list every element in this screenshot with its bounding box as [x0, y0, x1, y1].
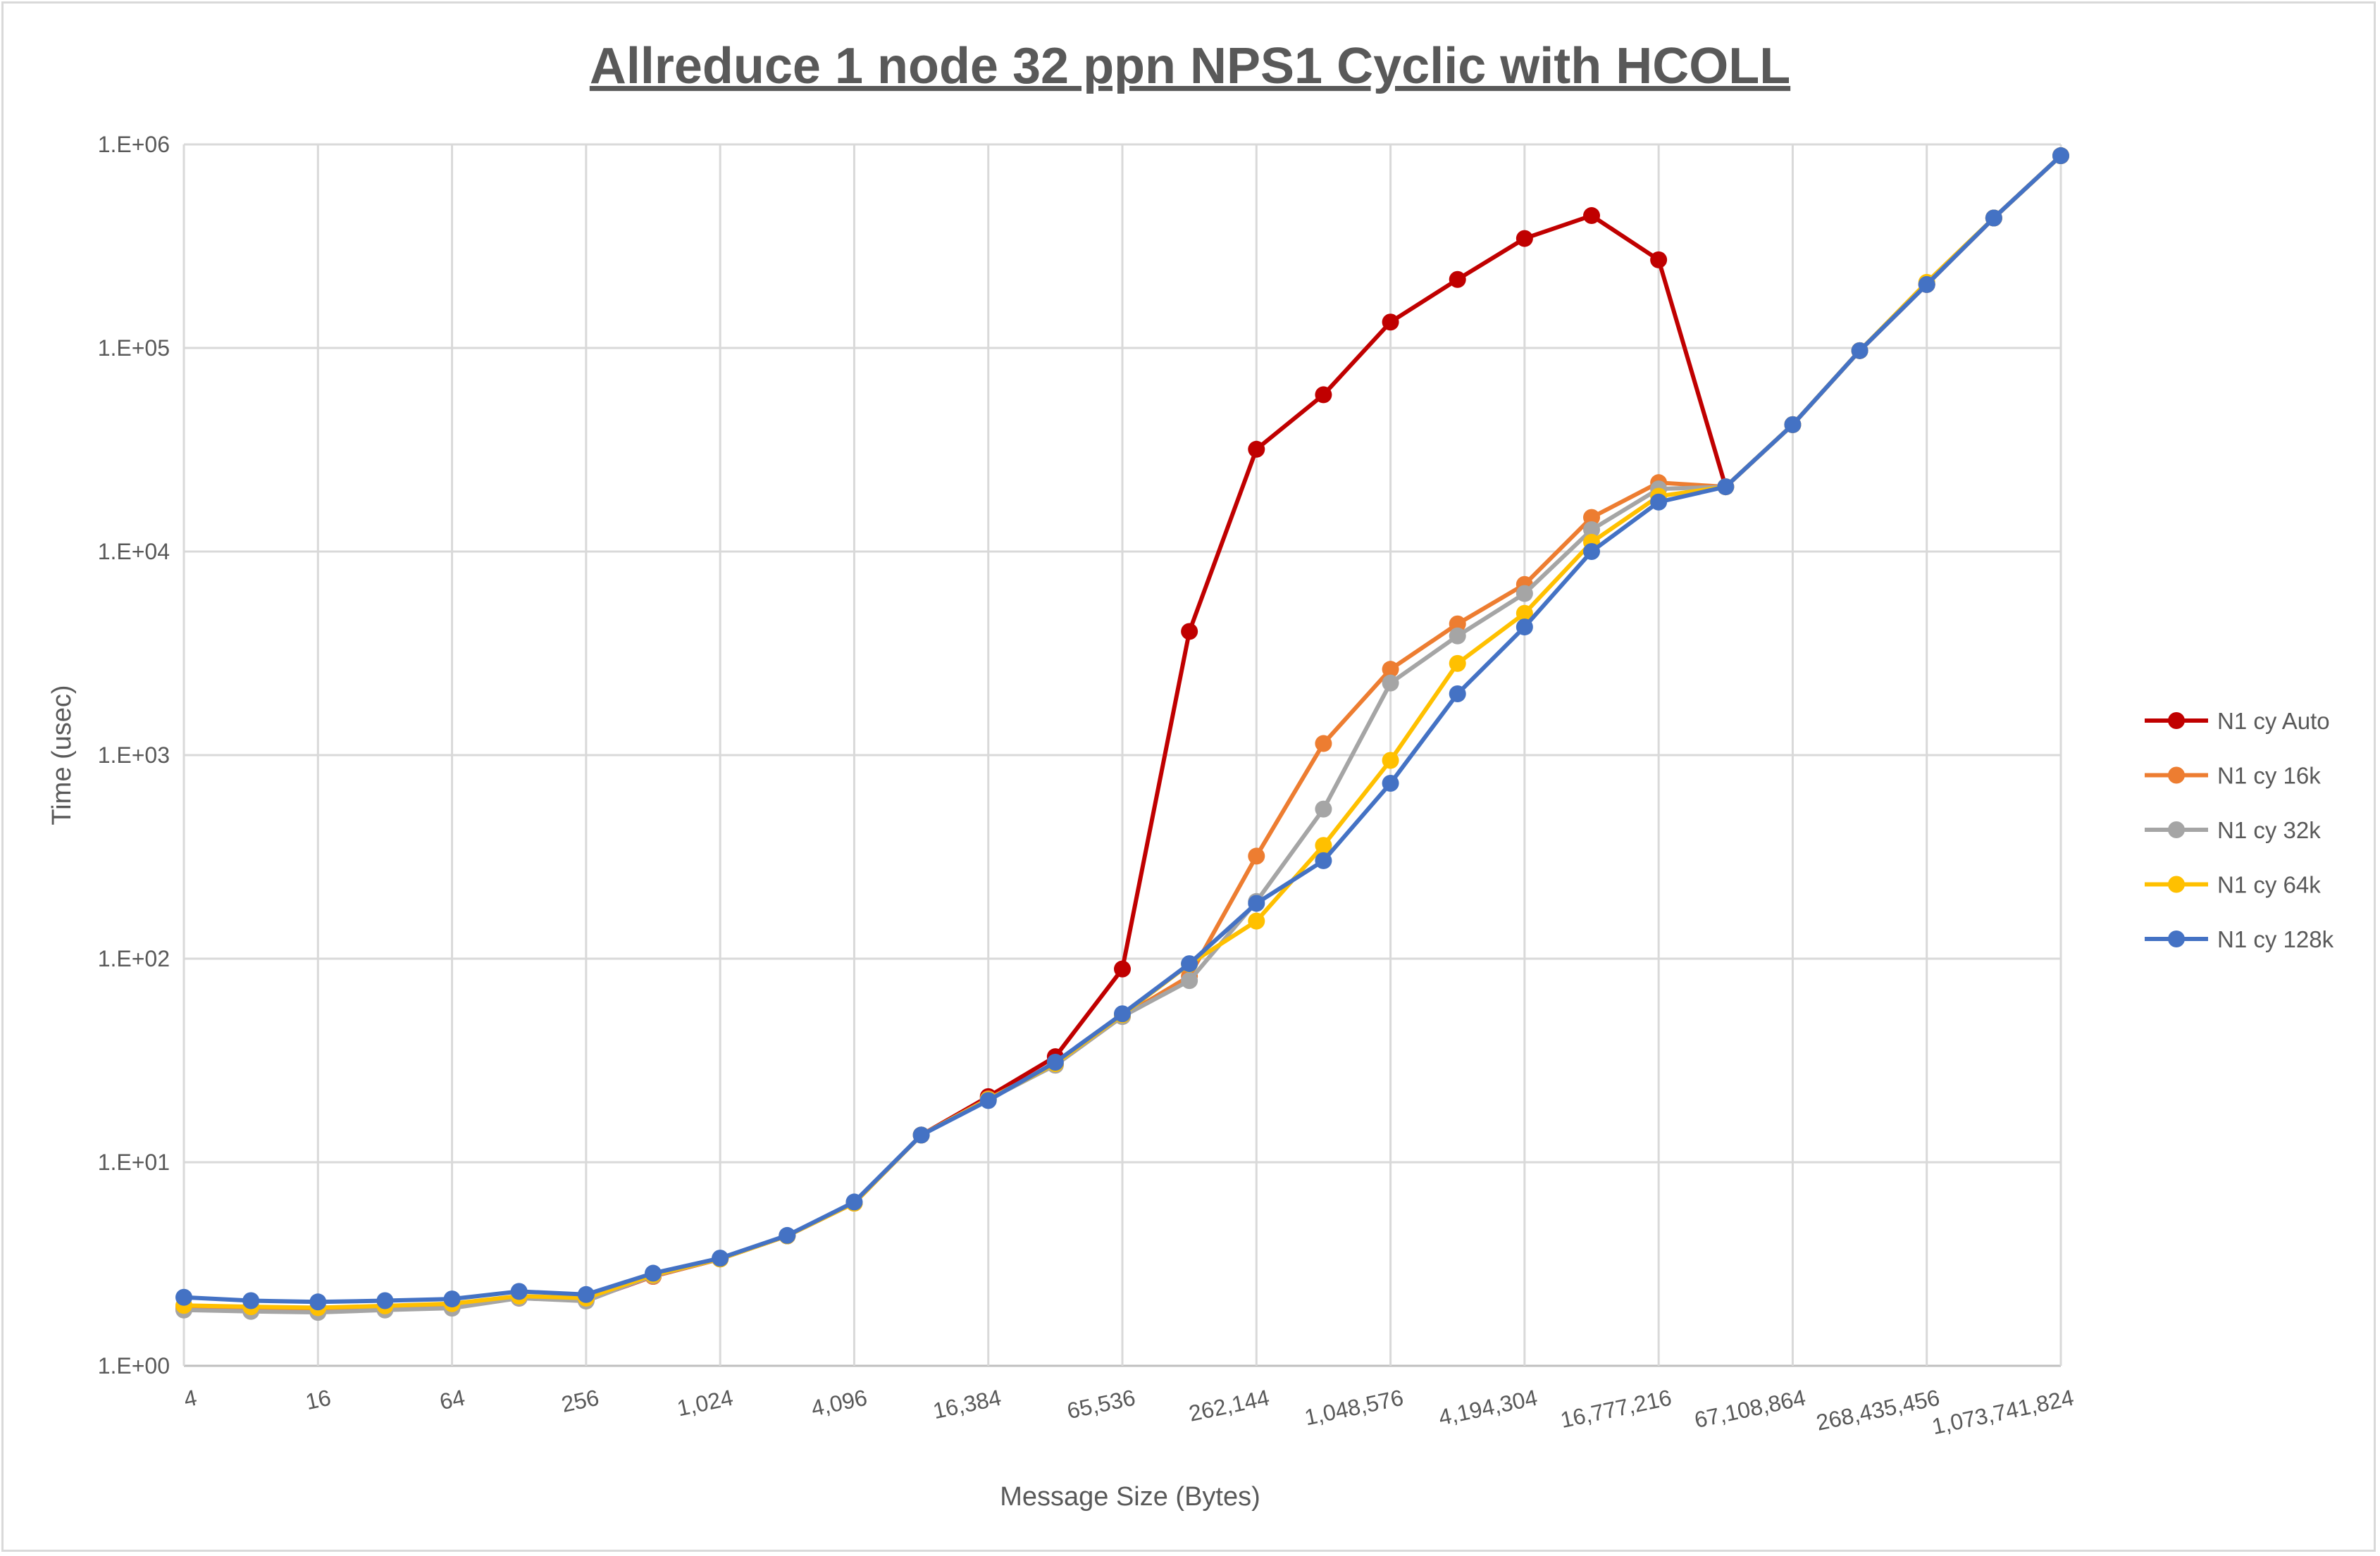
data-point — [979, 1092, 997, 1109]
data-point — [443, 1290, 461, 1308]
data-point — [1516, 604, 1533, 622]
x-tick-label: 1,073,741,824 — [1930, 1385, 2076, 1440]
data-point — [1449, 654, 1466, 672]
data-point — [1650, 493, 1668, 511]
data-point — [1248, 912, 1265, 930]
data-point — [1382, 661, 1399, 678]
data-point — [1315, 735, 1332, 752]
x-axis-title: Message Size (Bytes) — [1000, 1482, 1260, 1512]
x-tick-label: 16,777,216 — [1558, 1385, 1673, 1433]
data-point — [1382, 313, 1399, 331]
data-point — [1516, 230, 1533, 247]
legend-marker — [2168, 876, 2185, 893]
data-point — [1650, 251, 1668, 268]
data-point — [1114, 1005, 1131, 1023]
x-tick-label: 4,096 — [809, 1385, 869, 1421]
y-tick-label: 1.E+06 — [98, 132, 170, 157]
data-point — [510, 1283, 528, 1300]
data-point — [712, 1250, 729, 1267]
x-tick-label: 262,144 — [1186, 1385, 1272, 1426]
data-point — [1449, 270, 1466, 288]
data-point — [175, 1288, 192, 1306]
legend-marker — [2168, 712, 2185, 729]
data-point — [1315, 852, 1332, 869]
x-tick-label: 16 — [303, 1385, 333, 1415]
data-point — [1382, 775, 1399, 792]
y-tick-label: 1.E+04 — [98, 539, 170, 564]
data-point — [242, 1292, 260, 1309]
x-tick-label: 1,048,576 — [1302, 1385, 1406, 1431]
data-point — [1516, 618, 1533, 636]
data-point — [1449, 627, 1466, 645]
data-point — [309, 1293, 327, 1311]
legend-label: N1 cy 128k — [2217, 926, 2334, 952]
data-point — [1583, 207, 1600, 225]
data-point — [1181, 955, 1198, 973]
y-tick-label: 1.E+00 — [98, 1353, 170, 1378]
x-tick-label: 16,384 — [931, 1385, 1003, 1424]
x-tick-label: 4 — [182, 1385, 199, 1412]
legend-label: N1 cy Auto — [2217, 708, 2330, 734]
x-tick-label: 67,108,864 — [1692, 1385, 1808, 1433]
y-axis-title: Time (usec) — [47, 685, 77, 825]
chart-title: Allreduce 1 node 32 ppn NPS1 Cyclic with… — [590, 38, 1790, 94]
y-tick-label: 1.E+05 — [98, 335, 170, 361]
data-point — [376, 1292, 394, 1309]
legend-marker — [2168, 931, 2185, 947]
x-tick-label: 268,435,456 — [1814, 1385, 1942, 1436]
data-point — [1248, 440, 1265, 458]
data-point — [1315, 800, 1332, 818]
data-point — [1583, 509, 1600, 526]
data-point — [1114, 960, 1131, 978]
data-point — [1449, 685, 1466, 703]
data-point — [845, 1193, 863, 1211]
x-tick-label: 64 — [438, 1385, 467, 1415]
x-tick-label: 65,536 — [1065, 1385, 1137, 1424]
data-point — [1583, 521, 1600, 539]
x-tick-label: 1,024 — [675, 1385, 736, 1421]
data-point — [1181, 623, 1198, 640]
legend-label: N1 cy 64k — [2217, 872, 2321, 898]
legend-label: N1 cy 32k — [2217, 817, 2321, 843]
data-point — [1315, 837, 1332, 854]
data-point — [1583, 543, 1600, 560]
data-point — [1382, 752, 1399, 769]
data-point — [779, 1226, 796, 1244]
x-tick-label: 256 — [559, 1385, 602, 1417]
data-point — [2052, 147, 2069, 165]
data-point — [1248, 847, 1265, 865]
data-point — [1248, 895, 1265, 912]
data-point — [1315, 386, 1332, 404]
data-point — [1046, 1053, 1064, 1071]
legend-marker — [2168, 821, 2185, 838]
x-tick-label: 4,194,304 — [1437, 1385, 1540, 1431]
data-point — [645, 1264, 662, 1282]
data-point — [1784, 416, 1802, 433]
legend-label: N1 cy 16k — [2217, 763, 2321, 789]
data-point — [1181, 972, 1198, 990]
data-point — [1851, 342, 1868, 359]
y-tick-label: 1.E+03 — [98, 742, 170, 768]
y-tick-label: 1.E+02 — [98, 946, 170, 971]
data-point — [912, 1126, 930, 1144]
data-point — [1516, 585, 1533, 602]
data-point — [1382, 674, 1399, 692]
data-point — [1985, 209, 2002, 227]
data-point — [1918, 275, 1935, 293]
data-point — [1717, 478, 1735, 496]
data-point — [577, 1286, 595, 1303]
legend-marker — [2168, 766, 2185, 784]
y-tick-label: 1.E+01 — [98, 1150, 170, 1175]
data-point — [1449, 615, 1466, 633]
